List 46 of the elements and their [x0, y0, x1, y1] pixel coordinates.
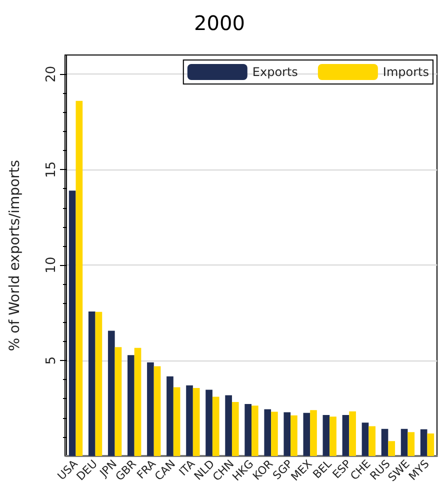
bar: [342, 414, 350, 456]
bar: [310, 410, 317, 456]
bar: [212, 396, 220, 456]
bar: [368, 426, 376, 456]
bar: [88, 311, 96, 456]
y-tick-label: 5: [44, 356, 59, 365]
bar: [349, 411, 356, 456]
y-tick-label: 10: [44, 256, 59, 274]
bar: [232, 402, 239, 456]
bar: [76, 100, 83, 456]
bar: [134, 348, 142, 456]
bar: [95, 312, 102, 456]
bar: [68, 190, 76, 456]
bar: [271, 412, 278, 456]
bar: [381, 428, 388, 456]
bar: [252, 406, 258, 456]
bar: [408, 432, 415, 456]
bar: [225, 395, 232, 456]
bar: [400, 428, 408, 456]
bar: [206, 390, 212, 456]
bar: [284, 412, 291, 456]
y-tick-label: 20: [44, 66, 59, 82]
y-tick-label: 15: [44, 161, 59, 178]
bar: [290, 415, 298, 456]
bar: [427, 433, 434, 456]
bar: [420, 429, 428, 456]
bar: [128, 355, 134, 456]
legend-label: Exports: [252, 65, 298, 79]
bar: [173, 387, 180, 456]
chart-title: 2000: [194, 11, 245, 35]
bar: [114, 347, 122, 456]
bar: [303, 412, 310, 456]
bar: [147, 362, 154, 456]
legend-label: Imports: [382, 65, 429, 79]
bar: [192, 388, 200, 456]
bar: [108, 330, 115, 456]
bar: [264, 409, 272, 456]
bar: [322, 414, 330, 456]
y-axis-title: % of World exports/imports: [7, 160, 23, 352]
bar: [362, 422, 369, 456]
bar: [330, 416, 336, 456]
bar: [166, 376, 174, 456]
bar: [154, 366, 161, 456]
bar: [186, 385, 193, 456]
bar: [244, 404, 252, 456]
bar: [388, 441, 396, 456]
